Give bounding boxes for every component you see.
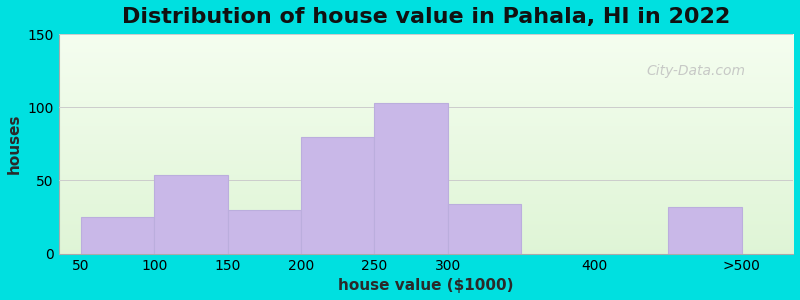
Bar: [81, 217, 154, 254]
Title: Distribution of house value in Pahala, HI in 2022: Distribution of house value in Pahala, H…: [122, 7, 730, 27]
Y-axis label: houses: houses: [7, 114, 22, 174]
Bar: [374, 103, 448, 254]
X-axis label: house value ($1000): house value ($1000): [338, 278, 514, 293]
Bar: [668, 207, 742, 254]
Bar: [154, 175, 228, 254]
Bar: [228, 210, 301, 254]
Bar: [301, 136, 374, 254]
Bar: [448, 204, 522, 254]
Text: City-Data.com: City-Data.com: [646, 64, 745, 78]
